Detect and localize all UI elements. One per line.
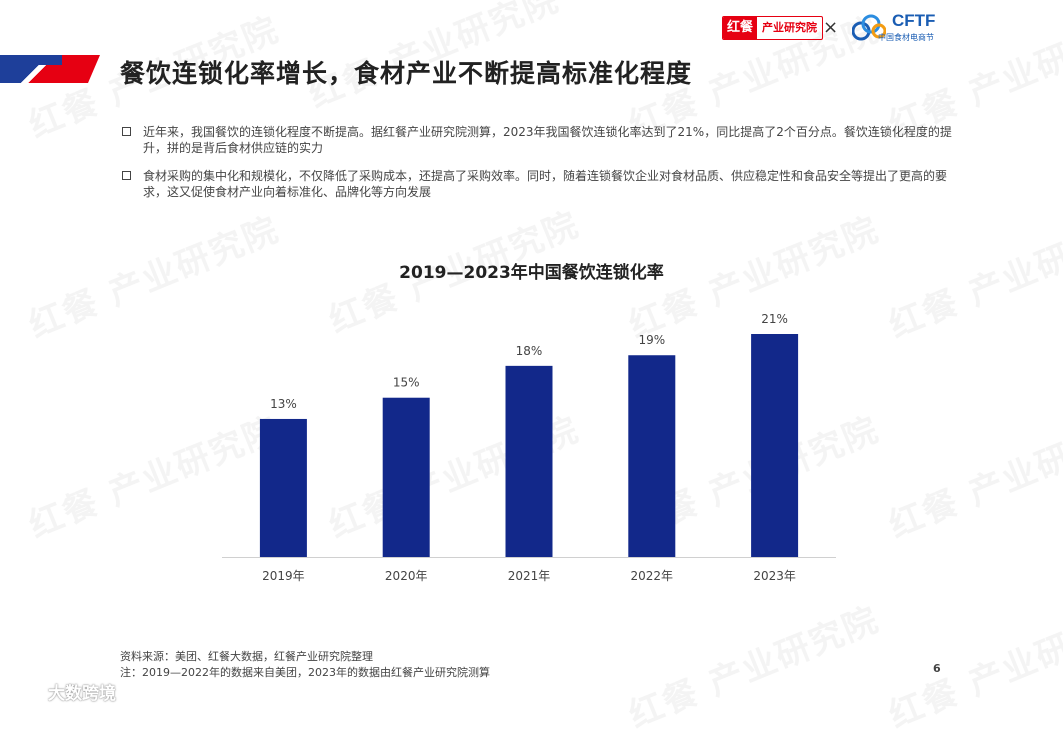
bullet-square-icon bbox=[122, 127, 131, 136]
bullet-text: 近年来，我国餐饮的连锁化程度不断提高。据红餐产业研究院测算，2023年我国餐饮连… bbox=[143, 125, 952, 155]
footer-brand-text: 大数跨境 bbox=[48, 684, 116, 704]
bar-2020年 bbox=[382, 397, 430, 557]
x-tick-label: 2019年 bbox=[262, 569, 305, 583]
x-tick-label: 2021年 bbox=[508, 569, 551, 583]
data-label: 15% bbox=[393, 376, 420, 390]
chart-title: 2019—2023年中国餐饮连锁化率 bbox=[399, 263, 664, 283]
bullet-square-icon bbox=[122, 171, 131, 180]
data-source: 资料来源：美团、红餐大数据，红餐产业研究院整理 bbox=[120, 650, 373, 663]
bar-2022年 bbox=[628, 355, 676, 557]
page-number: 6 bbox=[933, 662, 941, 675]
bar-2023年 bbox=[751, 334, 799, 557]
cftf-logo-subtitle: 中国食材电商节 bbox=[878, 33, 934, 42]
hongcan-logo-text: 产业研究院 bbox=[762, 21, 818, 34]
bullet-text: 食材采购的集中化和规模化，不仅降低了采购成本，还提高了采购效率。同时，随着连锁餐… bbox=[143, 169, 948, 199]
bullet-item: 近年来，我国餐饮的连锁化程度不断提高。据红餐产业研究院测算，2023年我国餐饮连… bbox=[120, 124, 960, 156]
cftf-logo-icon bbox=[852, 14, 886, 41]
header-accent-bar bbox=[0, 55, 100, 83]
bullet-item: 食材采购的集中化和规模化，不仅降低了采购成本，还提高了采购效率。同时，随着连锁餐… bbox=[120, 168, 960, 200]
x-tick-label: 2023年 bbox=[753, 569, 796, 583]
bar-2021年 bbox=[505, 365, 553, 557]
bar-chart: 13% 2019年 15% 2020年 18% 2021年 19% 2022年 21% 2023年 bbox=[222, 312, 836, 583]
cftf-logo-name: CFTF bbox=[892, 11, 936, 30]
x-tick-label: 2020年 bbox=[385, 569, 428, 583]
x-tick-label: 2022年 bbox=[631, 569, 674, 583]
data-label: 21% bbox=[761, 312, 788, 326]
page-title: 餐饮连锁化率增长，食材产业不断提高标准化程度 bbox=[120, 59, 693, 88]
data-note: 注：2019—2022年的数据来自美团，2023年的数据由红餐产业研究院测算 bbox=[120, 666, 490, 679]
data-label: 13% bbox=[270, 397, 297, 411]
logo-separator: × bbox=[823, 17, 839, 38]
hongcan-logo-mark: 红餐 bbox=[723, 17, 758, 39]
cftf-logo: CFTF 中国食材电商节 bbox=[852, 10, 952, 44]
hongcan-logo: 红餐 产业研究院 bbox=[722, 16, 824, 40]
data-label: 18% bbox=[516, 344, 543, 358]
footer-brand: 大数跨境 bbox=[8, 679, 116, 704]
data-label: 19% bbox=[638, 333, 665, 347]
bar-2019年 bbox=[259, 418, 307, 557]
brand-logo-icon bbox=[9, 685, 40, 698]
bullet-list: 近年来，我国餐饮的连锁化程度不断提高。据红餐产业研究院测算，2023年我国餐饮连… bbox=[120, 124, 960, 212]
